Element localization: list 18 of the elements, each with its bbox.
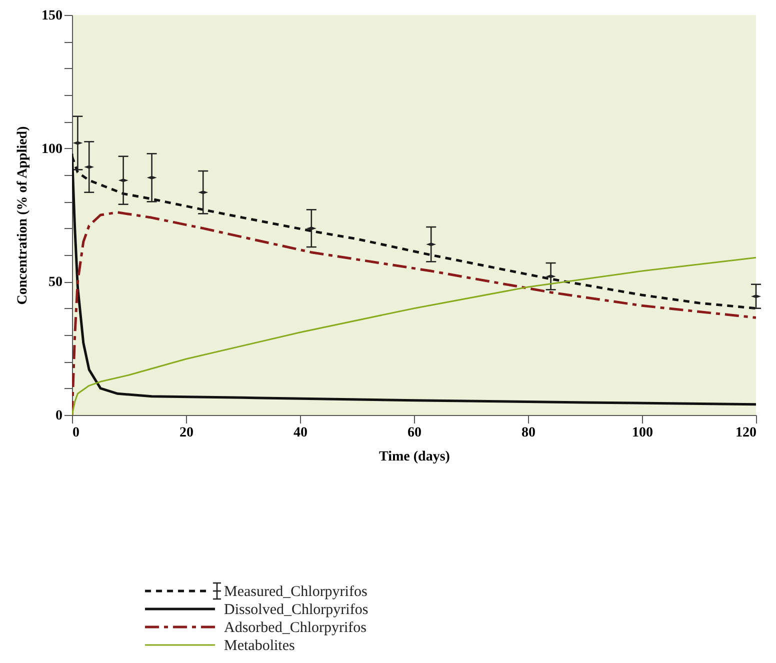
y-tick-label: 50 bbox=[48, 275, 62, 290]
x-tick-label: 60 bbox=[408, 426, 422, 440]
x-tick-label: 80 bbox=[522, 426, 536, 440]
x-axis-title: Time (days) bbox=[379, 450, 450, 464]
legend-label: Dissolved_Chlorpyrifos bbox=[224, 602, 368, 618]
x-tick-label: 40 bbox=[294, 426, 308, 440]
y-axis-title: Concentration (% of Applied) bbox=[16, 126, 30, 305]
legend-label: Measured_Chlorpyrifos bbox=[224, 584, 368, 600]
x-tick-label: 20 bbox=[180, 426, 194, 440]
x-tick-label: 120 bbox=[736, 426, 756, 440]
x-tick-label: 0 bbox=[72, 426, 80, 440]
x-tick-label: 100 bbox=[632, 426, 653, 440]
legend-label: Adsorbed_Chlorpyrifos bbox=[224, 620, 367, 636]
y-tick-label: 0 bbox=[56, 408, 62, 424]
y-tick-label: 150 bbox=[42, 8, 62, 24]
y-tick-label: 100 bbox=[42, 142, 62, 157]
legend-label: Metabolites bbox=[224, 638, 295, 654]
line-series bbox=[72, 152, 756, 406]
